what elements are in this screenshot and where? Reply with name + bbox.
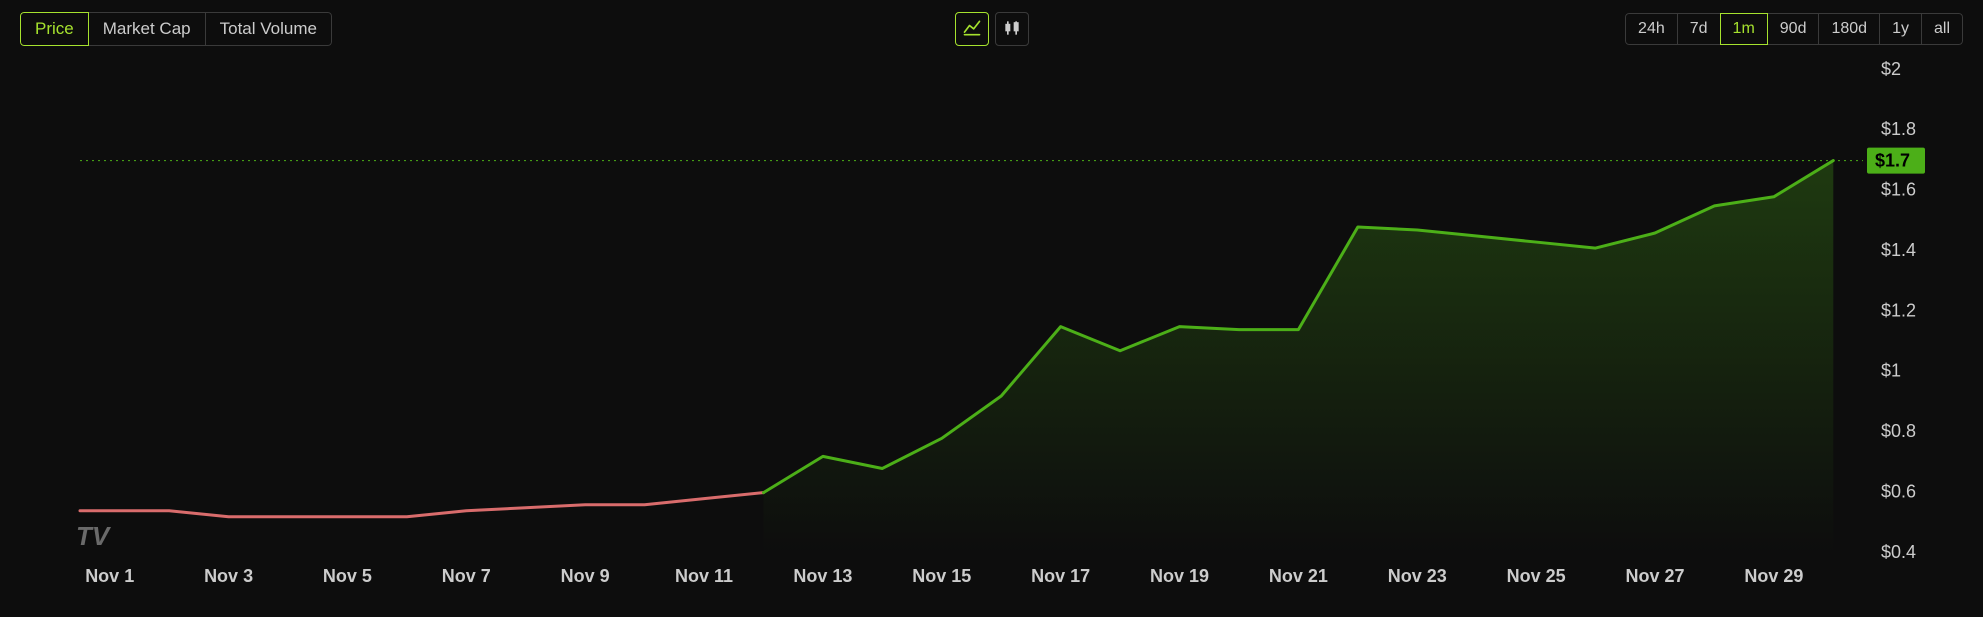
- x-tick-label: Nov 13: [793, 566, 852, 586]
- y-tick-label: $1: [1881, 361, 1901, 381]
- x-tick-label: Nov 11: [675, 566, 733, 586]
- time-range-group: 24h7d1m90d180d1yall: [1625, 13, 1963, 45]
- x-tick-label: Nov 15: [912, 566, 971, 586]
- price-chart[interactable]: $0.4 $0.6 $0.8 $1 $1.2 $1.4 $1.6 $1.8 $2 Nov 1 Nov…: [20, 60, 1963, 607]
- line-chart-button[interactable]: [955, 12, 989, 46]
- metric-tab-market-cap[interactable]: Market Cap: [88, 12, 206, 46]
- range-tab-24h[interactable]: 24h: [1625, 13, 1678, 45]
- last-price-label: $1.7: [1875, 150, 1910, 170]
- x-tick-label: Nov 9: [561, 566, 610, 586]
- chart-svg: $0.4 $0.6 $0.8 $1 $1.2 $1.4 $1.6 $1.8 $2 Nov 1 Nov…: [20, 60, 1963, 607]
- x-tick-label: Nov 21: [1269, 566, 1328, 586]
- range-tab-7d[interactable]: 7d: [1677, 13, 1721, 45]
- y-tick-label: $0.6: [1881, 481, 1916, 501]
- range-tab-1y[interactable]: 1y: [1879, 13, 1922, 45]
- x-tick-label: Nov 23: [1388, 566, 1447, 586]
- candlestick-chart-icon: [1002, 18, 1022, 41]
- x-tick-label: Nov 25: [1507, 566, 1566, 586]
- chart-toolbar: PriceMarket CapTotal Volume 24h7d1m90d18…: [0, 0, 1983, 52]
- chart-style-group: [955, 12, 1029, 46]
- range-tab-1m[interactable]: 1m: [1720, 13, 1768, 45]
- line-chart-icon: [962, 18, 982, 41]
- x-tick-label: Nov 17: [1031, 566, 1090, 586]
- x-tick-label: Nov 1: [85, 566, 134, 586]
- y-tick-label: $1.6: [1881, 180, 1916, 200]
- x-tick-label: Nov 3: [204, 566, 253, 586]
- x-tick-label: Nov 19: [1150, 566, 1209, 586]
- y-tick-label: $0.4: [1881, 542, 1916, 562]
- x-tick-label: Nov 7: [442, 566, 491, 586]
- x-tick-label: Nov 29: [1744, 566, 1803, 586]
- y-tick-label: $1.4: [1881, 240, 1916, 260]
- metric-tab-total-volume[interactable]: Total Volume: [205, 12, 332, 46]
- y-tick-label: $0.8: [1881, 421, 1916, 441]
- area-fill: [763, 161, 1833, 553]
- y-tick-label: $2: [1881, 60, 1901, 79]
- range-tab-180d[interactable]: 180d: [1818, 13, 1880, 45]
- metric-tab-price[interactable]: Price: [20, 12, 89, 46]
- y-tick-label: $1.2: [1881, 300, 1916, 320]
- price-line-segment-1: [80, 493, 763, 517]
- x-tick-label: Nov 27: [1625, 566, 1684, 586]
- range-tab-all[interactable]: all: [1921, 13, 1963, 45]
- x-tick-label: Nov 5: [323, 566, 372, 586]
- candlestick-chart-button[interactable]: [995, 12, 1029, 46]
- range-tab-90d[interactable]: 90d: [1767, 13, 1820, 45]
- y-tick-label: $1.8: [1881, 119, 1916, 139]
- tradingview-logo: TV: [76, 521, 112, 551]
- metric-toggle-group: PriceMarket CapTotal Volume: [20, 12, 332, 46]
